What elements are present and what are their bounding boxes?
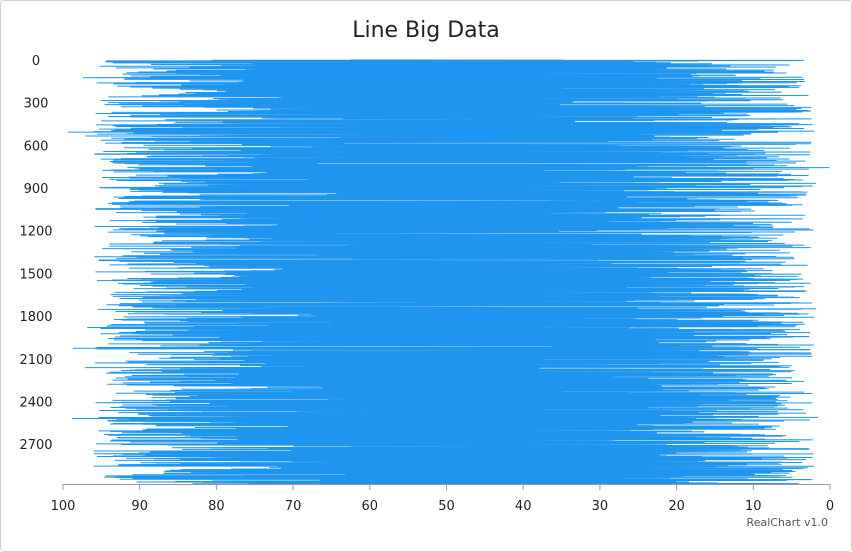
series-layer (68, 59, 830, 485)
x-tick-label: 50 (438, 499, 455, 514)
y-tick-label: 1800 (19, 310, 52, 325)
y-tick-label: 1500 (19, 267, 52, 282)
y-tick-label: 600 (24, 139, 49, 154)
y-tick-label: 2700 (19, 438, 52, 453)
y-tick-label: 2100 (19, 353, 52, 368)
y-tick-label: 1200 (19, 225, 52, 240)
x-tick-label: 70 (285, 499, 302, 514)
x-tick-label: 30 (592, 499, 609, 514)
y-tick-label: 0 (32, 54, 40, 69)
x-tick-label: 0 (826, 499, 834, 514)
x-tick-label: 10 (745, 499, 762, 514)
x-axis: 100 90 80 70 60 50 40 30 20 10 0 (51, 484, 834, 514)
x-tick-label: 60 (362, 499, 379, 514)
x-tick-label: 80 (208, 499, 225, 514)
y-tick-label: 2400 (19, 395, 52, 410)
series-line (68, 59, 830, 485)
y-tick-label: 300 (24, 97, 49, 112)
credits-label: RealChart v1.0 (746, 516, 828, 529)
y-tick-label: 900 (24, 182, 49, 197)
y-axis: 0 300 600 900 1200 1500 1800 2100 2400 2700 (19, 54, 52, 453)
x-tick-label: 90 (131, 499, 148, 514)
x-tick-label: 20 (668, 499, 685, 514)
x-tick-label: 40 (515, 499, 532, 514)
chart-title: Line Big Data (352, 18, 500, 43)
x-tick-label: 100 (51, 499, 76, 514)
